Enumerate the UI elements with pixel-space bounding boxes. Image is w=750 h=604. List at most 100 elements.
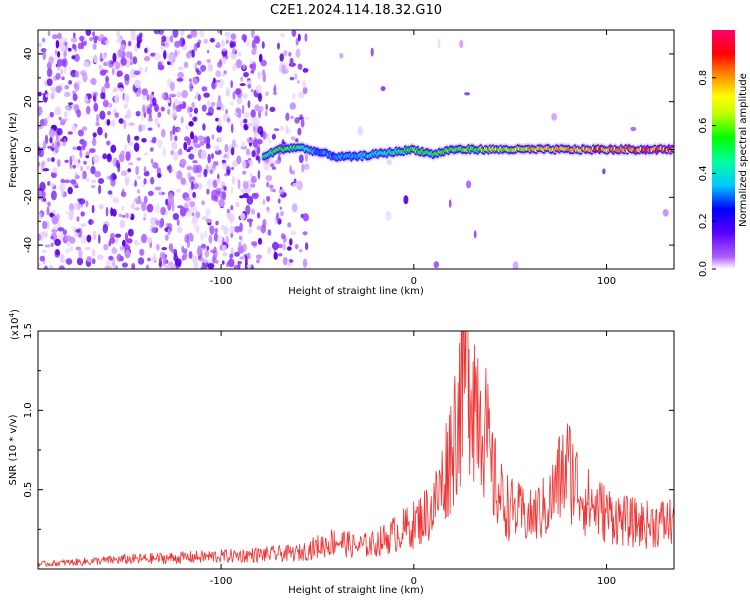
spectrogram-noise-cell xyxy=(255,254,262,260)
spectrogram-noise-cell xyxy=(221,190,227,201)
spectrogram-noise-cell xyxy=(39,255,45,262)
spectrogram-noise-cell xyxy=(50,236,54,240)
spectrogram-noise-cell xyxy=(94,170,101,178)
spectrogram-noise-cell xyxy=(204,230,208,239)
spectrogram-noise-cell xyxy=(42,168,50,172)
spectrogram-noise-cell xyxy=(69,210,75,217)
spectrogram-noise-cell xyxy=(84,246,91,251)
spectrogram-noise-cell xyxy=(294,73,298,80)
spectrogram-noise-cell xyxy=(246,263,252,269)
spectrogram-noise-cell xyxy=(197,94,201,101)
spectrogram-noise-cell xyxy=(102,153,107,160)
spectrogram-noise-cell xyxy=(203,136,207,144)
spectrogram-noise-cell xyxy=(50,242,54,247)
spectrogram-noise-cell xyxy=(257,170,261,180)
spectrogram-noise-cell xyxy=(241,34,247,41)
spectrogram-noise-cell xyxy=(459,39,464,49)
spectrogram-noise-cell xyxy=(58,265,65,269)
spectrogram-noise-cell xyxy=(236,88,243,99)
spectrogram-noise-cell xyxy=(176,170,183,180)
spectrogram-noise-cell xyxy=(231,139,237,150)
spectrogram-noise-cell xyxy=(220,40,225,47)
spectrogram-noise-cell xyxy=(302,213,309,222)
spectrogram-noise-cell xyxy=(267,246,272,255)
spectrogram-noise-cell xyxy=(38,262,41,268)
spectrogram-noise-cell xyxy=(211,80,217,90)
spectrogram-noise-cell xyxy=(46,157,51,162)
spectrogram-noise-cell xyxy=(193,135,198,145)
spectrogram-noise-cell xyxy=(217,136,223,143)
spectrogram-noise-cell xyxy=(268,139,272,144)
spectrogram-noise-cell xyxy=(46,206,50,216)
spectrogram-noise-cell xyxy=(200,149,207,160)
spectrogram-noise-cell xyxy=(179,158,187,166)
spectrogram-noise-cell xyxy=(115,233,122,238)
spectrogram-noise-cell xyxy=(73,82,78,90)
spectrogram-noise-cell xyxy=(155,244,160,251)
spectrogram-noise-cell xyxy=(280,233,286,240)
spectrogram-noise-cell xyxy=(217,95,221,102)
spectrogram-noise-cell xyxy=(221,103,225,112)
spectrogram-noise-cell xyxy=(206,49,210,54)
spectrogram-noise-cell xyxy=(155,203,160,214)
spectrogram-noise-cell xyxy=(109,232,115,240)
spectrogram-y-ticks: -40 -20 0 20 40 xyxy=(23,29,674,270)
spectrogram-noise-cell xyxy=(123,93,129,103)
spectrogram-noise-cell xyxy=(68,47,72,52)
spectrogram-noise-cell xyxy=(160,217,165,227)
spectrogram-noise-cell xyxy=(104,118,108,127)
spectrogram-noise-cell xyxy=(77,129,84,137)
spectrogram-noise-cell xyxy=(127,228,134,237)
spectrogram-noise-cell xyxy=(99,34,105,39)
spectrogram-noise-cell xyxy=(220,181,226,187)
spectrogram-noise-cell xyxy=(80,165,83,172)
spectrogram-noise-cell xyxy=(237,179,241,190)
spectrogram-noise-cell xyxy=(190,181,194,191)
spectrogram-noise-cell xyxy=(214,227,218,234)
spectrogram-noise-cell xyxy=(212,163,216,170)
spectrogram-noise-cell xyxy=(164,234,169,241)
spectrogram-noise-cell xyxy=(118,213,123,218)
spectrogram-noise-cell xyxy=(199,30,205,38)
spectrogram-noise-cell xyxy=(127,134,131,144)
spectrogram-noise-cell xyxy=(72,43,76,50)
spectrogram-noise-cell xyxy=(283,50,288,57)
spectrogram-noise-cell xyxy=(125,51,131,59)
spectrogram-noise-cell xyxy=(141,112,144,122)
spectrogram-noise-cell xyxy=(295,38,299,46)
spectrogram-noise-cell xyxy=(97,37,103,42)
spectrogram-noise-cell xyxy=(243,118,248,124)
y-tick-label: 40 xyxy=(23,48,34,61)
spectrogram-noise-cell xyxy=(42,140,47,149)
spectrogram-noise-cell xyxy=(73,53,80,63)
spectrogram-noise-cell xyxy=(64,85,70,90)
spectrogram-noise-cell xyxy=(80,235,87,244)
spectrogram-noise-cell xyxy=(105,40,110,45)
spectrogram-noise-cell xyxy=(235,59,242,69)
spectrogram-noise-cell xyxy=(206,59,211,63)
spectrogram-noise-cell xyxy=(174,40,181,48)
spectrogram-noise-cell xyxy=(291,203,298,213)
spectrogram-noise-cell xyxy=(243,72,249,78)
spectrogram-noise-cell xyxy=(119,44,126,49)
spectrogram-noise-cell xyxy=(54,238,61,246)
spectrogram-noise-cell xyxy=(79,35,85,42)
spectrogram-noise-cell xyxy=(243,111,250,119)
spectrogram-noise-cell xyxy=(40,148,44,158)
spectrogram-noise-cell xyxy=(202,123,206,131)
spectrogram-noise-cell xyxy=(172,213,180,221)
spectrogram-noise-cell xyxy=(270,163,274,168)
spectrogram-noise-cell xyxy=(289,76,295,81)
spectrogram-noise-cell xyxy=(107,190,113,195)
spectrogram-noise-cell xyxy=(126,109,132,119)
spectrogram-noise-cell xyxy=(512,261,519,269)
spectrogram-noise-cell xyxy=(106,259,112,266)
spectrogram-noise-cell xyxy=(216,178,220,185)
spectrogram-noise-cell xyxy=(76,109,81,118)
spectrogram-noise-cell xyxy=(142,95,146,101)
spectrogram-noise-cell xyxy=(302,231,308,236)
spectrogram-noise-cell xyxy=(235,107,242,115)
spectrogram-noise-cell xyxy=(60,37,68,44)
spectrogram-noise-cell xyxy=(251,30,255,39)
spectrogram-noise-cell xyxy=(223,225,229,235)
